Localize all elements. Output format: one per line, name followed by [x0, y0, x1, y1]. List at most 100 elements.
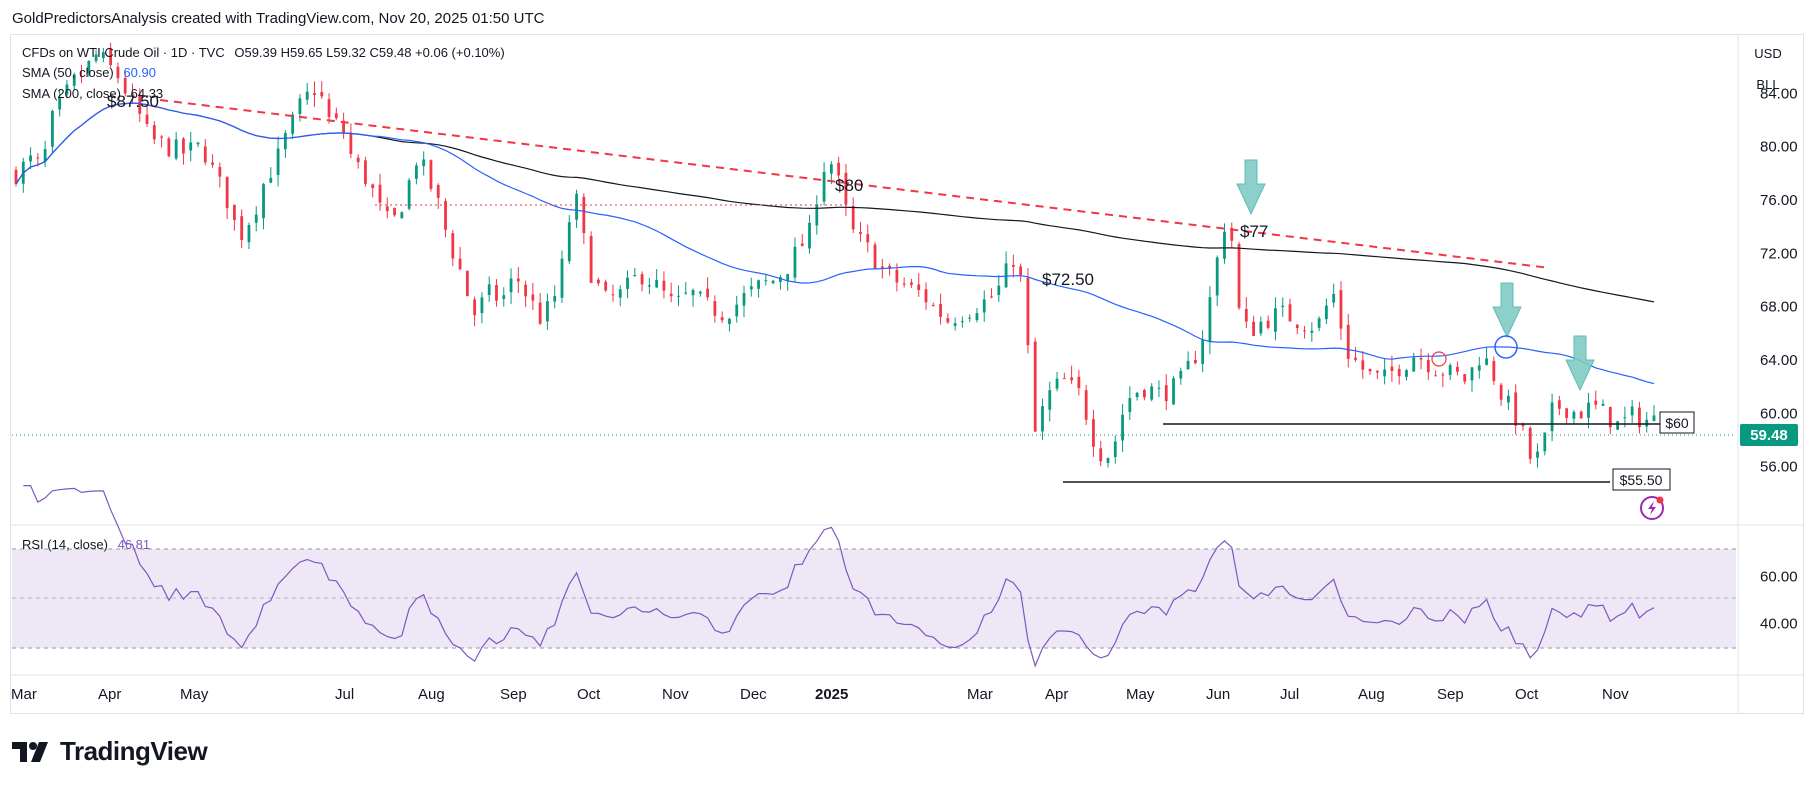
candle-body [174, 139, 178, 159]
axis-layer: 84.00 80.00 76.00 72.00 68.00 64.00 60.00 56.00… [11, 85, 1798, 703]
candle-body [720, 317, 724, 321]
candle-body [873, 244, 877, 269]
candle-body [851, 206, 855, 230]
candle-body [1499, 384, 1503, 400]
candle-body [640, 274, 644, 285]
candle-body [1405, 370, 1408, 377]
candle-body [1077, 376, 1081, 389]
candle-body [917, 284, 921, 291]
currency-unit[interactable]: USD [1754, 46, 1782, 61]
candle-body [1492, 361, 1496, 382]
rsi-tick-label: 40.00 [1760, 615, 1798, 632]
candle-body [1332, 293, 1336, 303]
candle-body [1164, 385, 1168, 402]
candle-body [225, 176, 229, 209]
rsi-tick-label: 60.00 [1760, 569, 1798, 586]
candle-body [1375, 370, 1379, 373]
candle-body [1514, 392, 1518, 426]
x-tick-label: Apr [98, 686, 121, 703]
candle-body [633, 275, 637, 277]
candle-body [1346, 324, 1350, 359]
candle-body [859, 231, 862, 234]
x-tick-label: Dec [740, 686, 767, 703]
candle-body [1041, 406, 1044, 432]
tradingview-logo[interactable]: TradingView [12, 736, 208, 767]
ohlc-values: O59.39 H59.65 L59.32 C59.48 +0.06 (+0.10… [234, 45, 505, 60]
candle-body [538, 302, 542, 324]
candle-body [953, 323, 957, 326]
x-tick-label: May [1126, 686, 1155, 703]
sma50-line [15, 102, 1655, 385]
candle-body [1026, 277, 1030, 346]
candle-body [1608, 407, 1612, 428]
annotation-spike: $77 [1240, 222, 1268, 241]
candle-body [1645, 419, 1649, 427]
candle-body [931, 304, 935, 306]
candle-body [1150, 386, 1154, 400]
y-tick-label: 76.00 [1760, 192, 1798, 209]
candle-body [116, 66, 120, 79]
chart-frame[interactable] [10, 34, 1804, 714]
candle-body [458, 258, 462, 270]
candle-body [822, 172, 826, 202]
legend-sma50: SMA (50, close) 60.90 [22, 65, 156, 80]
x-tick-label: Nov [1602, 686, 1629, 703]
candle-body [1274, 308, 1277, 332]
x-tick-label: Apr [1045, 686, 1068, 703]
candle-body [575, 193, 578, 220]
rsi-band [12, 549, 1736, 648]
candle-body [961, 321, 964, 323]
candle-body [1121, 414, 1124, 441]
candle-body [546, 301, 549, 322]
candle-body [516, 278, 520, 282]
candle-body [779, 277, 782, 283]
candle-body [502, 295, 506, 299]
candle-body [400, 212, 404, 219]
candle-body [1113, 441, 1117, 458]
attribution-header: GoldPredictorsAnalysis created with Trad… [12, 10, 545, 27]
candle-body [509, 278, 513, 293]
candle-body [1084, 390, 1088, 420]
candle-body [939, 304, 942, 317]
candle-body [305, 91, 309, 100]
candle-body [880, 266, 884, 269]
candle-body [669, 293, 673, 297]
x-tick-label: Aug [418, 686, 445, 703]
x-tick-label: Sep [500, 686, 527, 703]
currency-sub[interactable]: BLL [1756, 77, 1780, 92]
lightning-icon[interactable] [1640, 496, 1664, 520]
candle-body [684, 292, 688, 294]
candle-body [334, 113, 338, 119]
highlight-circle [1494, 335, 1518, 359]
candle-body [866, 234, 870, 243]
candle-body [1623, 417, 1627, 419]
candle-body [1572, 411, 1576, 419]
candle-body [1587, 402, 1590, 418]
legend-symbol: CFDs on WTI Crude Oil · 1D · TVC O59.39 … [22, 45, 505, 60]
candle-body [895, 269, 899, 283]
candle-body [1543, 432, 1547, 452]
candle-body [1259, 321, 1263, 334]
candle-body [349, 132, 353, 154]
candle-body [1579, 411, 1583, 419]
candle-body [1521, 424, 1525, 427]
candle-body [313, 93, 316, 96]
candle-body [1062, 378, 1066, 380]
sma200-label: SMA (200, close) [22, 86, 121, 101]
candle-body [320, 92, 324, 97]
candles-layer [14, 42, 1656, 468]
annotation-high: $87.50 [107, 92, 159, 111]
candle-body [1557, 400, 1561, 409]
y-tick-label: 84.00 [1760, 85, 1798, 102]
candle-body [582, 196, 586, 234]
candle-body [1179, 371, 1183, 379]
candle-body [1565, 408, 1569, 418]
candle-body [1616, 421, 1619, 430]
x-tick-label: Jun [1206, 686, 1230, 703]
candle-body [1215, 257, 1219, 296]
candle-body [604, 281, 608, 291]
candle-body [1485, 358, 1488, 365]
x-tick-label: Sep [1437, 686, 1464, 703]
candle-body [1361, 360, 1365, 370]
